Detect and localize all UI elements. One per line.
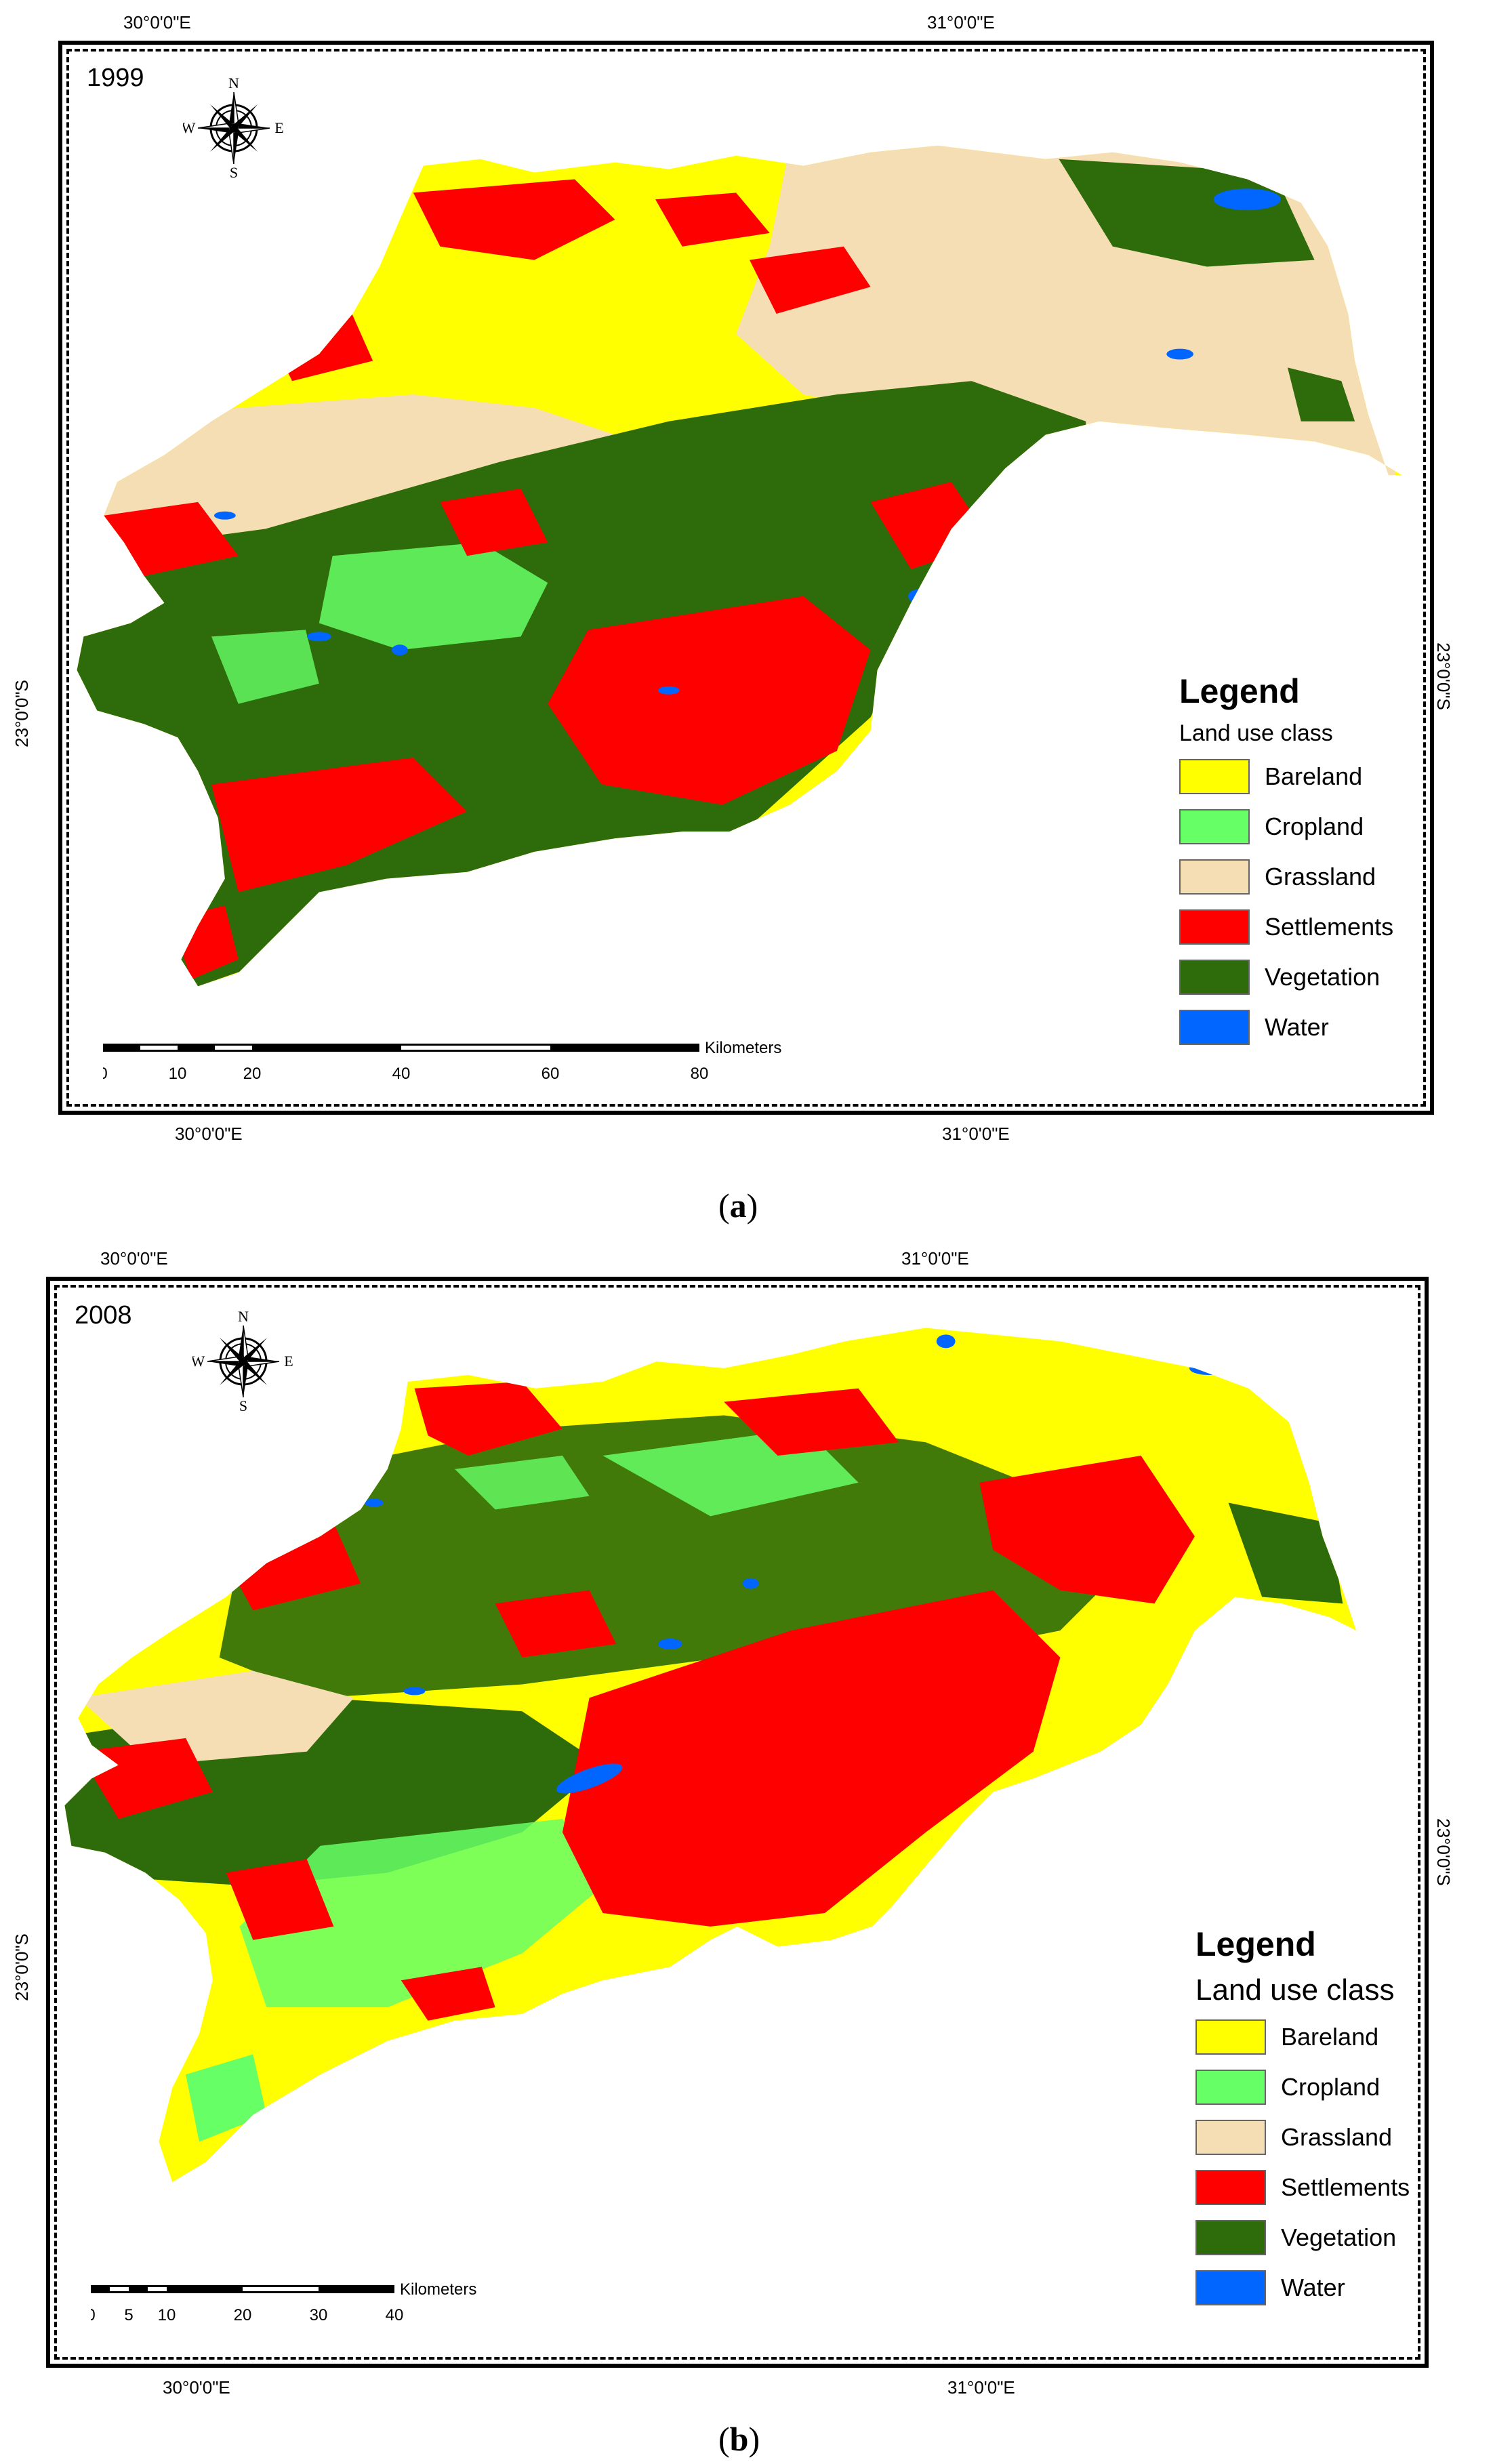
legend-swatch (1179, 1010, 1250, 1045)
scale-bar: Kilometers 0 10 20 40 60 80 (103, 1041, 781, 1083)
legend-swatch (1179, 960, 1250, 995)
scale-tick: 80 (691, 1065, 709, 1083)
compass-w: W (192, 1353, 205, 1370)
scale-bar: Kilometers 0 5 10 20 30 40 (91, 2282, 476, 2324)
legend-title: Legend (1195, 1925, 1316, 1963)
legend-label: Cropland (1265, 813, 1364, 840)
legend-label: Grassland (1265, 863, 1376, 890)
map-panel-2008: 30°0'0"E 31°0'0"E 2008 N S W E (0, 1233, 1493, 2464)
compass-s: S (230, 164, 238, 179)
legend-label: Bareland (1265, 762, 1363, 790)
figure-caption-a: (a) (718, 1187, 758, 1225)
left-latitude: 23°0'0"S (11, 680, 32, 747)
scale-unit: Kilometers (400, 2282, 476, 2299)
map-frame: 2008 N S W E (46, 1277, 1429, 2368)
map-year-label: 2008 (75, 1301, 132, 1330)
map-frame: 1999 N S W E (58, 41, 1434, 1115)
legend-swatch (1179, 809, 1250, 844)
legend-item: Water (1195, 2270, 1410, 2305)
right-latitude: 23°0'0"S (1433, 1818, 1454, 1886)
right-latitude: 23°0'0"S (1433, 642, 1454, 710)
legend-item: Bareland (1179, 759, 1393, 794)
figure-caption-b: (b) (718, 2420, 760, 2458)
scale-tick: 30 (310, 2306, 328, 2324)
scale-unit: Kilometers (705, 1041, 781, 1057)
legend-subtitle: Land use class (1179, 720, 1333, 746)
scale-tick: 5 (124, 2306, 133, 2324)
legend-label: Settlements (1281, 2173, 1410, 2201)
scale-tick: 0 (103, 1065, 108, 1083)
bottom-right-longitude: 31°0'0"E (947, 2377, 1015, 2398)
land-use-map-1999 (77, 145, 1402, 987)
top-left-longitude: 30°0'0"E (123, 12, 191, 33)
legend-label: Vegetation (1281, 2223, 1397, 2251)
legend-item: Water (1179, 1010, 1393, 1045)
caption-letter: b (729, 2420, 749, 2458)
map-year-label: 1999 (87, 64, 144, 92)
scale-tick: 20 (243, 1065, 262, 1083)
legend-title: Legend (1179, 672, 1300, 710)
legend-swatch (1195, 2019, 1266, 2055)
left-latitude: 23°0'0"S (11, 1933, 32, 2001)
legend-item: Grassland (1195, 2120, 1410, 2155)
compass-n: N (228, 77, 239, 91)
top-left-longitude: 30°0'0"E (100, 1248, 168, 1269)
scale-tick: 10 (158, 2306, 176, 2324)
legend-item: Cropland (1179, 809, 1393, 844)
caption-letter: a (729, 1187, 747, 1225)
legend-label: Water (1281, 2274, 1345, 2301)
legend-swatch (1195, 2170, 1266, 2205)
compass-e: E (284, 1353, 293, 1370)
scale-tick: 0 (91, 2306, 96, 2324)
bottom-left-longitude: 30°0'0"E (175, 1124, 243, 1144)
bottom-right-longitude: 31°0'0"E (942, 1124, 1010, 1144)
legend-label: Settlements (1265, 913, 1394, 941)
legend-item: Vegetation (1195, 2220, 1410, 2255)
land-use-map-2008 (64, 1328, 1357, 2183)
legend-item: Grassland (1179, 859, 1393, 895)
legend-label: Cropland (1281, 2073, 1380, 2101)
north-arrow-icon: N S W E (192, 1311, 293, 1412)
legend-swatch (1195, 2270, 1266, 2305)
map-legend: Legend Land use class Bareland Cropland … (1179, 672, 1393, 1060)
compass-e: E (274, 119, 283, 136)
legend-swatch (1179, 859, 1250, 895)
scale-tick: 60 (541, 1065, 560, 1083)
map-legend: Legend Land use class Bareland Cropland … (1195, 1925, 1410, 2320)
compass-w: W (183, 119, 196, 136)
legend-item: Bareland (1195, 2019, 1410, 2055)
compass-n: N (238, 1311, 249, 1325)
legend-label: Water (1265, 1013, 1329, 1041)
legend-label: Grassland (1281, 2123, 1393, 2151)
legend-swatch (1195, 2070, 1266, 2105)
scale-tick: 40 (386, 2306, 404, 2324)
legend-swatch (1179, 759, 1250, 794)
scale-tick: 10 (169, 1065, 187, 1083)
legend-subtitle: Land use class (1195, 1973, 1395, 2007)
legend-label: Bareland (1281, 2023, 1379, 2051)
legend-swatch (1179, 909, 1250, 945)
map-panel-1999: 30°0'0"E 31°0'0"E 1999 N S W E (0, 0, 1493, 1225)
scale-tick: 20 (234, 2306, 252, 2324)
legend-item: Vegetation (1179, 960, 1393, 995)
legend-item: Cropland (1195, 2070, 1410, 2105)
legend-item: Settlements (1195, 2170, 1410, 2205)
legend-item: Settlements (1179, 909, 1393, 945)
top-right-longitude: 31°0'0"E (901, 1248, 969, 1269)
top-right-longitude: 31°0'0"E (927, 12, 995, 33)
compass-s: S (239, 1397, 247, 1412)
bottom-left-longitude: 30°0'0"E (163, 2377, 230, 2398)
legend-swatch (1195, 2220, 1266, 2255)
north-arrow-icon: N S W E (183, 77, 284, 179)
scale-tick: 40 (392, 1065, 411, 1083)
legend-swatch (1195, 2120, 1266, 2155)
legend-label: Vegetation (1265, 963, 1380, 991)
